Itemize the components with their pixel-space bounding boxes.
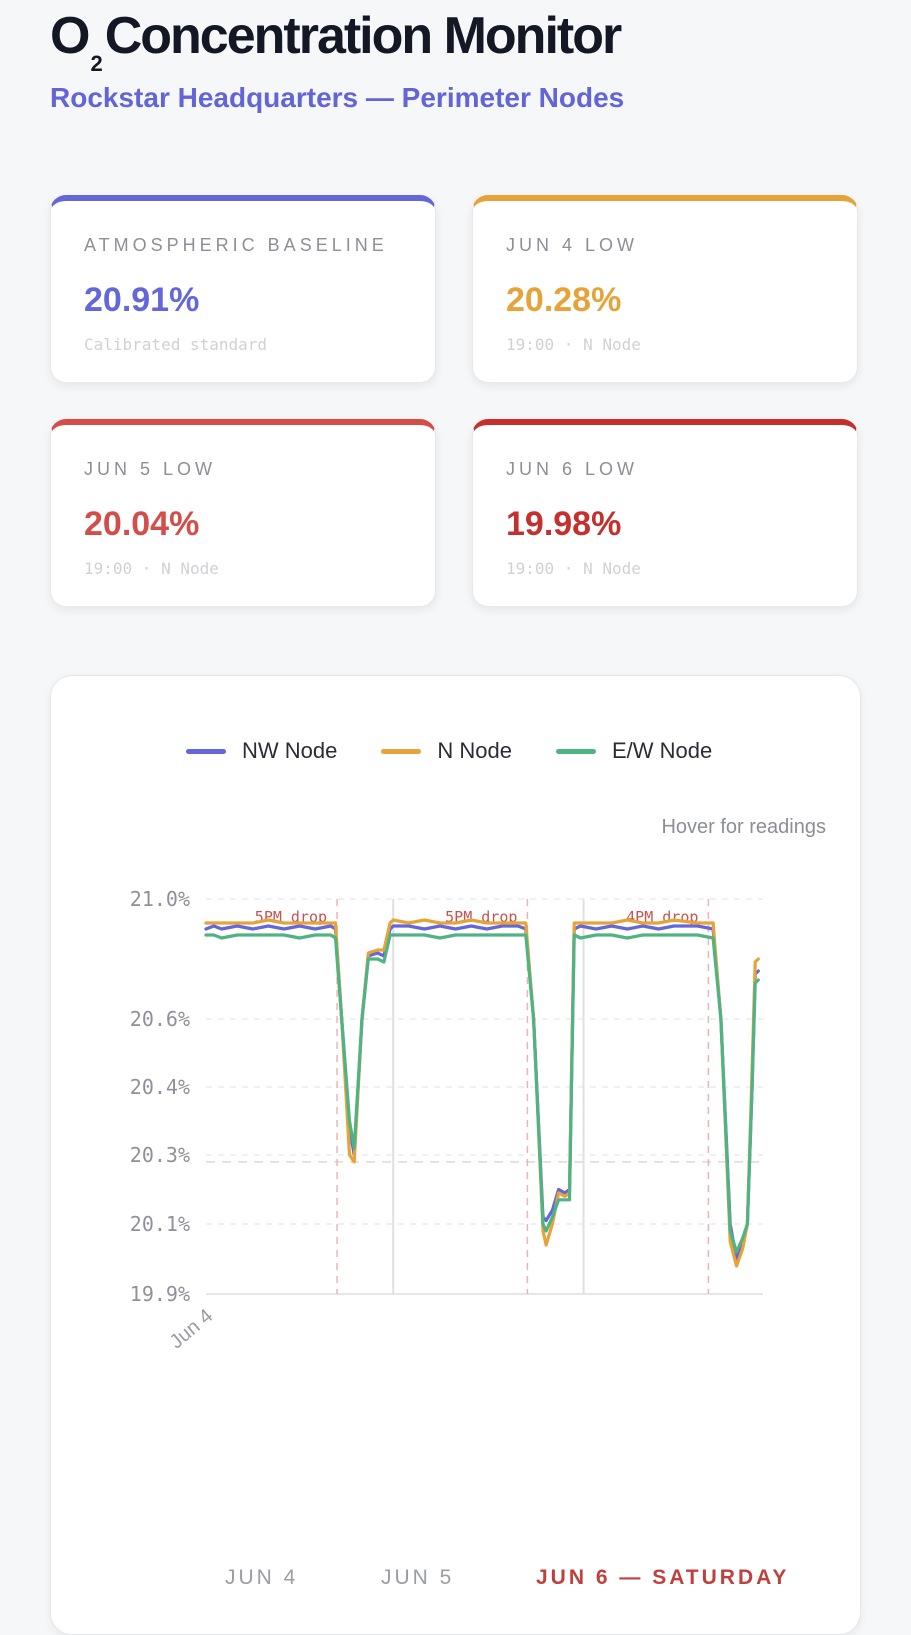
legend-swatch-n	[381, 748, 422, 754]
stat-card-jun5: JUN 5 LOW 20.04% 19:00 · N Node	[50, 419, 436, 607]
series-line-0	[204, 924, 760, 1261]
legend-item-n[interactable]: N Node	[381, 738, 512, 764]
y-tick-label: 20.3%	[130, 1143, 190, 1167]
y-tick-label: 20.4%	[130, 1075, 190, 1099]
chart-card: NW Node N Node E/W Node Hover for readin…	[50, 675, 861, 1635]
stat-card-value: 20.04%	[84, 505, 200, 543]
title-subscript: 2	[90, 51, 103, 76]
stat-card-value: 20.91%	[84, 281, 200, 319]
stat-card-jun4: JUN 4 LOW 20.28% 19:00 · N Node	[472, 195, 858, 383]
stat-card-label: JUN 5 LOW	[84, 459, 217, 479]
legend-swatch-nw	[186, 748, 226, 754]
legend-label-ew: E/W Node	[611, 738, 713, 763]
hover-hint: Hover for readings	[661, 816, 826, 838]
legend-label-nw: NW Node	[242, 738, 338, 763]
series-line-2	[204, 933, 760, 1254]
y-tick-label: 20.1%	[130, 1212, 190, 1236]
stat-card-label: ATMOSPHERIC BASELINE	[84, 235, 388, 255]
page-subtitle: Rockstar Headquarters — Perimeter Nodes	[50, 82, 625, 113]
day-tab-jun6[interactable]: JUN 6 — SATURDAY	[536, 1566, 790, 1589]
title-prefix: O	[50, 7, 90, 65]
stat-card-note: Calibrated standard	[84, 335, 268, 354]
stat-card-jun6: JUN 6 LOW 19.98% 19:00 · N Node	[472, 419, 858, 607]
stat-card-note: 19:00 · N Node	[84, 559, 219, 578]
day-tab-jun4[interactable]: JUN 4	[225, 1566, 299, 1589]
stat-card-baseline: ATMOSPHERIC BASELINE 20.91% Calibrated s…	[50, 195, 436, 383]
line-chart[interactable]: 21.0%20.6%20.4%20.3%20.1%19.9%5PM drop 5P…	[51, 676, 862, 1556]
chart-legend: NW Node N Node E/W Node	[186, 738, 712, 764]
stat-card-label: JUN 6 LOW	[506, 459, 639, 479]
legend-item-ew[interactable]: E/W Node	[555, 738, 713, 764]
stat-card-note: 19:00 · N Node	[506, 559, 641, 578]
x-tick-label: Jun 4	[166, 1305, 218, 1353]
page-title: O2Concentration Monitor	[50, 6, 623, 76]
legend-swatch-ew	[555, 748, 596, 754]
y-tick-label: 21.0%	[130, 887, 190, 911]
y-tick-label: 19.9%	[130, 1282, 190, 1306]
day-tab-jun5[interactable]: JUN 5	[381, 1566, 455, 1589]
series-line-1	[204, 918, 760, 1268]
day-tabs: JUN 4 JUN 5 JUN 6 — SATURDAY	[51, 1566, 862, 1606]
stat-card-value: 20.28%	[506, 281, 622, 319]
title-main: Concentration Monitor	[104, 7, 623, 65]
y-tick-label: 20.6%	[130, 1007, 190, 1031]
legend-label-n: N Node	[437, 738, 512, 763]
legend-item-nw[interactable]: NW Node	[186, 738, 337, 764]
stat-card-label: JUN 4 LOW	[506, 235, 639, 255]
stat-card-value: 19.98%	[506, 505, 622, 543]
stat-card-note: 19:00 · N Node	[506, 335, 641, 354]
